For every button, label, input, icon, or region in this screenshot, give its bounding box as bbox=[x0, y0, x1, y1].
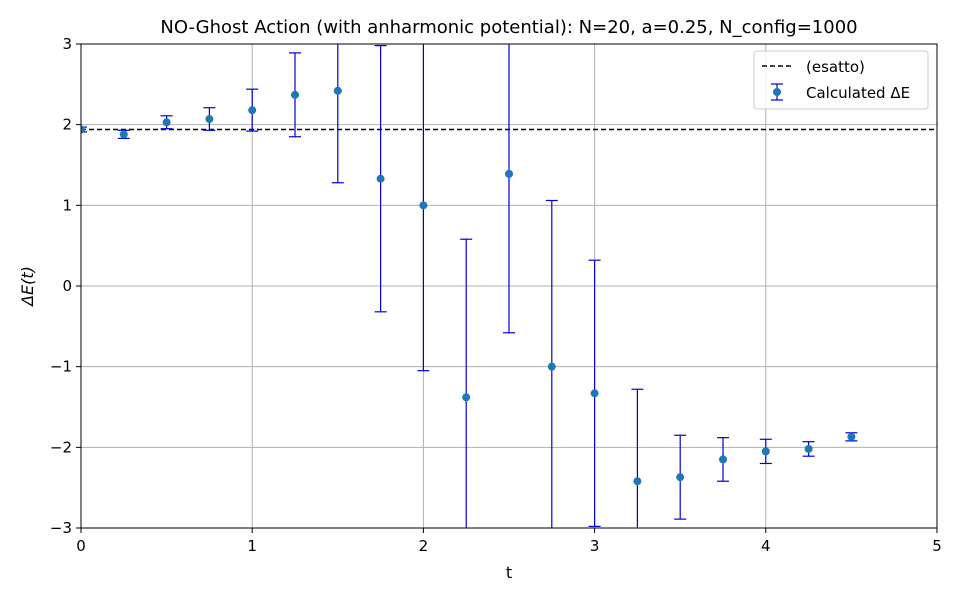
data-point bbox=[462, 393, 471, 402]
x-tick-label: 3 bbox=[590, 537, 600, 555]
x-tick-label: 0 bbox=[76, 537, 86, 555]
data-point bbox=[590, 389, 599, 398]
data-point bbox=[419, 201, 428, 210]
data-point bbox=[205, 115, 214, 124]
data-point bbox=[119, 130, 128, 139]
y-tick-label: −3 bbox=[50, 519, 72, 537]
data-point bbox=[81, 125, 85, 134]
data-points bbox=[81, 86, 856, 486]
x-tick-label: 2 bbox=[419, 537, 429, 555]
y-tick-label: −2 bbox=[50, 438, 72, 456]
y-tick-label: −1 bbox=[50, 358, 72, 376]
data-point bbox=[547, 362, 556, 371]
x-tick-label: 5 bbox=[932, 537, 942, 555]
data-point bbox=[248, 106, 257, 115]
legend: (esatto) Calculated ΔE bbox=[753, 50, 929, 110]
data-point bbox=[505, 169, 513, 178]
data-point bbox=[761, 447, 770, 456]
data-point bbox=[376, 174, 385, 183]
y-tick-label: 0 bbox=[62, 277, 72, 295]
y-tick-label: 3 bbox=[62, 35, 72, 53]
x-tick-label: 1 bbox=[247, 537, 257, 555]
data-point bbox=[676, 473, 685, 482]
data-point bbox=[291, 90, 299, 99]
data-point bbox=[333, 86, 342, 95]
data-point bbox=[162, 118, 171, 127]
y-tick-label: 1 bbox=[62, 196, 72, 214]
x-tick-label: 4 bbox=[761, 537, 771, 555]
y-ticks: −3 −2 −1 0 1 2 3 bbox=[50, 35, 81, 537]
y-tick-label: 2 bbox=[62, 116, 72, 134]
legend-reference-label: (esatto) bbox=[806, 58, 865, 76]
legend-series-label: Calculated ΔE bbox=[806, 84, 910, 102]
data-point bbox=[719, 455, 727, 464]
x-axis-label: t bbox=[506, 563, 512, 582]
data-point bbox=[804, 444, 813, 453]
errorbar bbox=[81, 126, 87, 133]
data-point bbox=[633, 477, 642, 486]
chart-title: NO-Ghost Action (with anharmonic potenti… bbox=[160, 17, 857, 38]
legend-box bbox=[753, 50, 929, 110]
y-axis-label: ΔE(t) bbox=[18, 266, 37, 308]
data-point bbox=[847, 432, 856, 441]
x-ticks: 0 1 2 3 4 5 bbox=[76, 528, 942, 555]
legend-marker-swatch bbox=[773, 88, 781, 96]
